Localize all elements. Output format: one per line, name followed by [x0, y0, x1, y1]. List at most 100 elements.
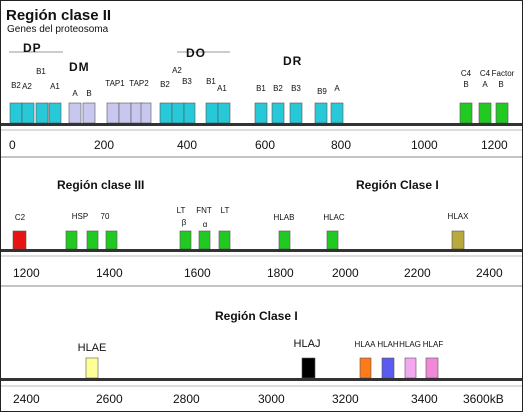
gene-box — [65, 230, 78, 250]
gene-box — [301, 357, 316, 379]
gene-label: HLAG — [399, 340, 421, 349]
axis-tick-label: 2800 — [173, 392, 200, 406]
panel-class-i: Región Clase I HLAE HLAJ HLAA HLAH HLAG … — [1, 309, 522, 406]
axis-tick-label: 1200 — [13, 266, 40, 280]
gene-box — [381, 357, 395, 379]
gene-label: B — [86, 89, 91, 98]
gene-label: HLAE — [78, 342, 107, 354]
gene-label: LT — [177, 206, 186, 215]
gene-box — [425, 357, 439, 379]
diagram-subtitle: Genes del proteosoma — [7, 24, 109, 35]
gene-box — [140, 102, 152, 124]
gene-label: B2 — [160, 80, 170, 89]
gene-box — [451, 230, 465, 250]
group-label-do: DO — [186, 46, 206, 60]
gene-label: TAP2 — [129, 79, 149, 88]
gene-box — [105, 230, 118, 250]
gene-box — [459, 102, 473, 124]
axis-tick-label: 1800 — [267, 266, 294, 280]
chromosome-line — [1, 123, 522, 126]
gene-box — [326, 230, 339, 250]
gene-box — [171, 102, 185, 124]
region-label: Región Clase I — [215, 309, 298, 323]
gene-box — [118, 102, 132, 124]
gene-label: A2 — [172, 66, 182, 75]
panel-class-ii: DP DM DO DR B2 A2 B1 A1 A B TAP1 TAP2 B2… — [1, 41, 522, 158]
gene-label: Factor — [492, 69, 515, 78]
gene-label: B3 — [182, 77, 192, 86]
gene-sublabel: B — [498, 80, 503, 89]
gene-label: HLAF — [423, 340, 444, 349]
group-label-dm: DM — [69, 60, 90, 74]
gene-label: A — [334, 84, 340, 93]
gene-label: B2 — [273, 84, 283, 93]
axis-tick-label: 1000 — [411, 138, 438, 152]
axis-tick-label: 2000 — [332, 266, 359, 280]
gene-box — [404, 357, 417, 379]
gene-box — [217, 102, 231, 124]
gene-label: HLAA — [355, 340, 377, 349]
gene-label: B1 — [36, 67, 46, 76]
group-label-dp: DP — [23, 41, 42, 55]
axis-tick-label: 800 — [331, 138, 351, 152]
gene-box — [254, 102, 268, 124]
gene-label: B3 — [291, 84, 301, 93]
gene-box — [159, 102, 173, 124]
axis-tick-label: 1200 — [481, 138, 508, 152]
gene-box — [205, 102, 219, 124]
gene-label: A1 — [50, 82, 60, 91]
region-label: Región clase III — [57, 178, 144, 192]
gene-label: A — [72, 89, 78, 98]
gene-box — [106, 102, 120, 124]
gene-box — [271, 102, 285, 124]
diagram-title: Región clase II — [6, 7, 111, 24]
group-label-dr: DR — [283, 54, 302, 68]
gene-label: HLAH — [377, 340, 399, 349]
gene-label: HLAX — [448, 212, 470, 221]
gene-label: HLAJ — [294, 338, 321, 350]
gene-label: 70 — [101, 212, 110, 221]
gene-label: C4 — [480, 69, 491, 78]
gene-sublabel: A — [482, 80, 488, 89]
gene-sublabel: B — [463, 80, 468, 89]
gene-label: B9 — [317, 87, 327, 96]
gene-label: LT — [221, 206, 230, 215]
gene-box — [9, 102, 23, 124]
axis-tick-label: 2400 — [476, 266, 503, 280]
axis-tick-label: 1600 — [184, 266, 211, 280]
gene-sublabel: α — [203, 220, 208, 229]
gene-label: A1 — [217, 84, 227, 93]
chromosome-line — [1, 249, 522, 252]
axis-tick-label: 2600 — [96, 392, 123, 406]
chromosome-line — [1, 378, 522, 381]
gene-box — [86, 230, 99, 250]
axis-tick-label: 3200 — [332, 392, 359, 406]
axis-tick-label: 3000 — [258, 392, 285, 406]
axis-tick-label: 3400 — [411, 392, 438, 406]
gene-sublabel: β — [182, 218, 187, 227]
gene-box — [495, 102, 509, 124]
gene-box — [82, 102, 96, 124]
gene-label: HLAB — [274, 213, 295, 222]
axis-tick-label: 200 — [94, 138, 114, 152]
gene-box — [359, 357, 372, 379]
gene-box — [289, 102, 303, 124]
axis-tick-label: 2400 — [13, 392, 40, 406]
gene-box — [478, 102, 492, 124]
gene-box — [218, 230, 231, 250]
gene-label: B2 — [11, 81, 21, 90]
gene-label: FNT — [196, 206, 212, 215]
axis-tick-label: 3600kB — [463, 392, 504, 406]
panel-class-iii-i: Región clase III Región Clase I C2 HSP 7… — [1, 178, 522, 287]
gene-label: TAP1 — [105, 79, 125, 88]
region-label: Región Clase I — [356, 178, 439, 192]
axis-tick-label: 1400 — [96, 266, 123, 280]
gene-label: C2 — [15, 213, 26, 222]
gene-box — [68, 102, 82, 124]
gene-box — [85, 357, 99, 379]
gene-label: B1 — [256, 84, 266, 93]
gene-label: C4 — [461, 69, 472, 78]
gene-box — [183, 102, 196, 124]
